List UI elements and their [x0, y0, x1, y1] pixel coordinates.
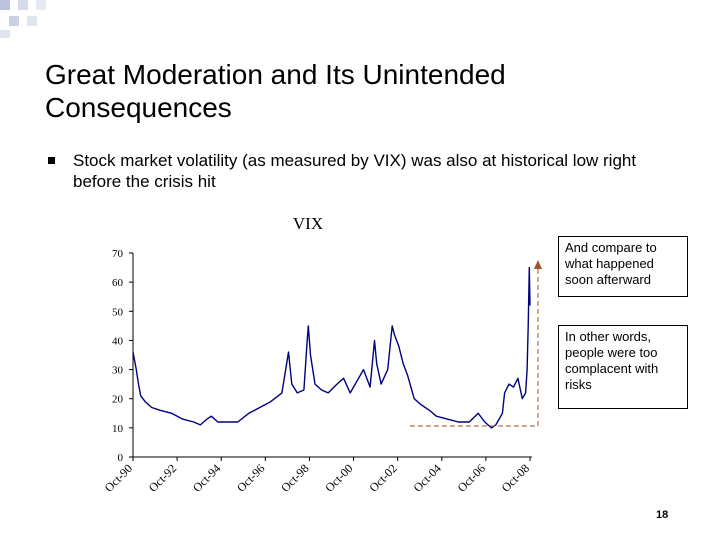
bullet-text: Stock market volatility (as measured by … — [73, 151, 637, 191]
x-tick-label: Oct-08 — [499, 461, 532, 494]
y-tick-label: 50 — [112, 306, 124, 318]
arrow-up-icon — [534, 260, 542, 269]
vix-series-line — [132, 266, 531, 429]
chart-title: VIX — [293, 214, 323, 233]
x-tick-label: Oct-00 — [322, 461, 355, 494]
x-axis: Oct-90 Oct-92 Oct-94 Oct-96 Oct-98 Oct-00 Oct-… — [102, 456, 532, 495]
x-tick-label: Oct-98 — [278, 461, 311, 494]
note-compare: And compare to what happened soon afterw… — [558, 236, 688, 297]
slide-title: Great Moderation and Its Unintended Cons… — [45, 59, 506, 123]
x-tick-label: Oct-96 — [234, 461, 267, 494]
y-tick-label: 40 — [112, 335, 124, 347]
y-tick-label: 10 — [112, 423, 124, 435]
y-tick-label: 0 — [118, 452, 124, 464]
x-tick-label: Oct-92 — [146, 461, 179, 494]
square-bullet-icon — [48, 157, 55, 164]
y-tick-label: 60 — [112, 277, 124, 289]
y-tick-label: 70 — [112, 248, 124, 260]
y-axis: 0 10 20 30 40 50 60 70 — [112, 248, 134, 464]
x-tick-label: Oct-02 — [366, 461, 399, 494]
x-tick-label: Oct-04 — [410, 461, 443, 494]
y-tick-label: 30 — [112, 365, 124, 377]
y-tick-label: 20 — [112, 394, 124, 406]
x-tick-label: Oct-94 — [190, 461, 223, 494]
corner-decoration — [0, 0, 46, 38]
x-tick-label: Oct-06 — [455, 461, 488, 494]
x-tick-label: Oct-90 — [102, 461, 135, 494]
note-complacent: In other words, people were too complace… — [558, 325, 688, 409]
page-number: 18 — [656, 509, 669, 521]
